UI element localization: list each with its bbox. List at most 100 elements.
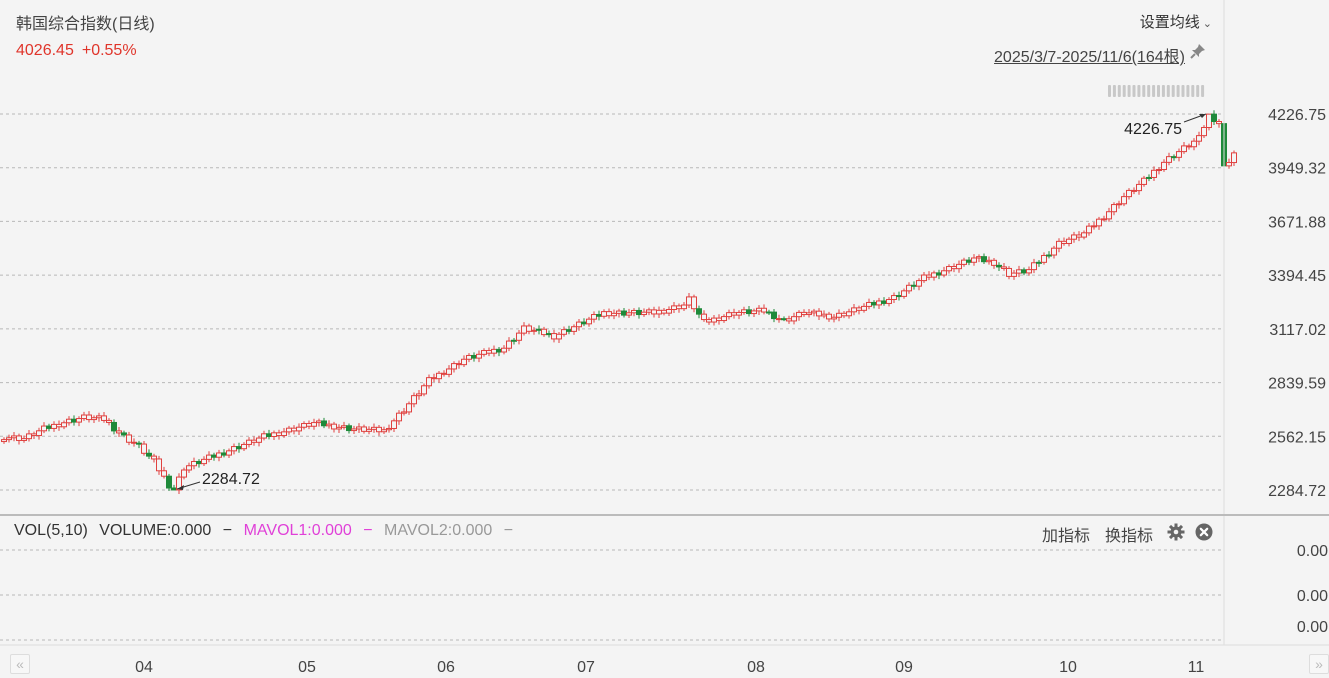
candle <box>976 254 982 263</box>
candle-body <box>1046 254 1052 257</box>
candle <box>256 435 262 447</box>
candle <box>326 420 332 429</box>
date-range-link[interactable]: 2025/3/7-2025/11/6(164根) <box>994 49 1185 66</box>
pin-icon[interactable] <box>1189 42 1207 60</box>
candle-body <box>236 446 242 450</box>
candle-body <box>1171 156 1177 159</box>
candle-body <box>1016 269 1022 274</box>
candle <box>871 300 877 309</box>
candle-body <box>906 284 912 292</box>
candle-body <box>1226 162 1232 167</box>
candle <box>1226 158 1232 169</box>
marker-tick <box>1147 85 1151 97</box>
candle-body <box>391 420 397 429</box>
candle-body <box>651 309 657 315</box>
high-arrowhead <box>1199 114 1206 118</box>
candle <box>821 310 827 319</box>
candle-body <box>536 328 542 331</box>
candle <box>211 452 217 461</box>
candle-body <box>726 312 732 318</box>
candle <box>221 449 227 458</box>
marker-tick <box>1127 85 1131 97</box>
annotations: 4226.75 2284.72 <box>176 113 1207 490</box>
candle-body <box>341 425 347 428</box>
candle-body <box>601 311 607 317</box>
candle <box>946 264 952 274</box>
candle <box>396 410 402 425</box>
swap-indicator-button[interactable]: 换指标 <box>1105 528 1154 545</box>
candle-body <box>646 309 652 313</box>
x-tick-label: 06 <box>437 659 455 676</box>
candle-body <box>231 446 237 452</box>
candle <box>401 408 407 416</box>
marker-tick <box>1132 85 1136 97</box>
candle-body <box>361 426 367 432</box>
candle-body <box>1146 176 1152 179</box>
candle-body <box>516 332 522 341</box>
marker-tick <box>1196 85 1200 97</box>
candle <box>171 484 177 491</box>
candle-body <box>1086 225 1092 234</box>
candle-body <box>1061 240 1067 244</box>
candle <box>476 350 482 363</box>
candle <box>1191 138 1197 151</box>
candle <box>286 425 292 435</box>
candle-body <box>1161 161 1167 171</box>
candle-body <box>571 326 577 332</box>
candle <box>76 416 82 427</box>
candle <box>11 432 17 442</box>
candle-body <box>606 311 612 317</box>
candle <box>146 449 152 460</box>
candle-body <box>241 443 247 450</box>
candle <box>416 390 422 400</box>
candle-body <box>811 310 817 314</box>
add-indicator-button[interactable]: 加指标 <box>1042 528 1091 545</box>
candle-body <box>1231 152 1237 164</box>
candle-body <box>731 312 737 316</box>
candle-body <box>581 321 587 325</box>
close-icon[interactable] <box>1195 523 1213 541</box>
marker-tick <box>1161 85 1165 97</box>
candle-body <box>201 458 207 465</box>
candle <box>876 297 882 309</box>
candle <box>866 298 872 310</box>
candle <box>21 435 27 443</box>
marker-tick <box>1108 85 1111 97</box>
candle <box>181 467 187 480</box>
candle <box>926 271 932 281</box>
candle-body <box>616 310 622 314</box>
candle-body <box>756 307 762 312</box>
mavol1-value: MAVOL1:0.000 <box>243 522 352 539</box>
candle <box>856 305 862 315</box>
candle-body <box>856 307 862 311</box>
ma-setting-dropdown[interactable]: 设置均线 ⌄ <box>1140 11 1212 32</box>
candle-body <box>21 438 27 441</box>
candle-body <box>286 427 292 433</box>
candle <box>1091 221 1097 230</box>
candle <box>576 318 582 331</box>
scroll-right-button[interactable]: » <box>1309 654 1329 674</box>
candle <box>751 308 757 318</box>
candle-body <box>416 393 422 397</box>
candle <box>1181 142 1187 154</box>
candle <box>341 421 347 430</box>
candle-body <box>446 368 452 375</box>
candle <box>71 415 77 426</box>
chart-title: 韩国综合指数(日线) <box>16 16 155 33</box>
candle-body <box>496 348 502 353</box>
scroll-left-button[interactable]: « <box>10 654 30 674</box>
candle-body <box>1126 189 1132 198</box>
candle-body <box>426 377 432 387</box>
candle <box>216 449 222 462</box>
candle <box>81 411 87 421</box>
candle-body <box>11 435 17 439</box>
candle <box>436 370 442 383</box>
candle <box>456 360 462 369</box>
gear-icon[interactable] <box>1167 523 1185 541</box>
candle-body <box>1066 238 1072 244</box>
candle <box>1211 110 1217 125</box>
price-grid <box>0 113 1224 491</box>
candle <box>251 436 257 446</box>
candle-body <box>356 426 362 430</box>
